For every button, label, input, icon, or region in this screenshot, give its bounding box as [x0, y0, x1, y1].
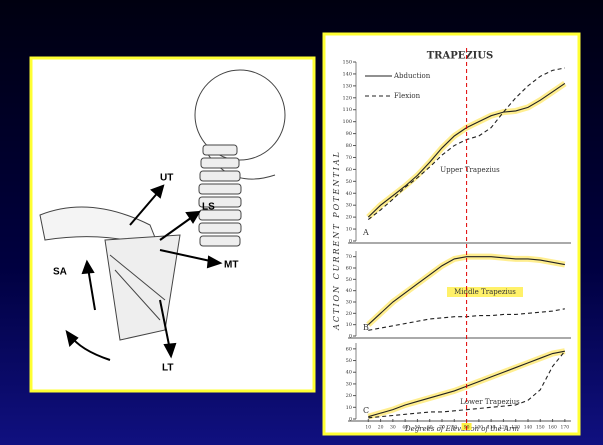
- legend-label: Abduction: [393, 72, 431, 80]
- y-tick-label: 30: [346, 203, 352, 209]
- y-tick-label: 40: [346, 191, 352, 197]
- x-tick-label: 60: [427, 425, 433, 431]
- y-tick-label: 50: [346, 358, 352, 364]
- x-tick-label: 80: [451, 425, 457, 431]
- x-tick-label: 160: [548, 425, 557, 431]
- x-tick-label: 110: [487, 425, 496, 431]
- y-tick-label: 60: [346, 346, 352, 352]
- y-tick-label: 30: [346, 300, 352, 306]
- y-tick-label: 0: [349, 417, 352, 423]
- y-tick-label: 70: [346, 155, 352, 161]
- x-tick-label: 140: [524, 425, 533, 431]
- muscle-label: LT: [162, 363, 173, 374]
- muscle-label: SA: [53, 267, 67, 278]
- x-tick-label: 10: [365, 425, 371, 431]
- y-tick-label: 70: [346, 254, 352, 260]
- x-tick-label: 20: [378, 425, 384, 431]
- legend-label: Flexion: [394, 92, 421, 100]
- muscle-label: UT: [160, 173, 173, 184]
- x-tick-label: 150: [536, 425, 545, 431]
- x-tick-label: 100: [475, 425, 484, 431]
- panel-annotation: Middle Trapezius: [454, 288, 516, 296]
- muscle-label: LS: [202, 202, 215, 213]
- panel-annotation: Lower Trapezius: [460, 398, 520, 406]
- y-tick-label: 20: [346, 311, 352, 317]
- y-tick-label: 20: [346, 215, 352, 221]
- x-tick-label: 30: [390, 425, 396, 431]
- x-tick-label: 70: [439, 425, 445, 431]
- y-axis-label: ACTION CURRENT POTENTIAL: [332, 150, 341, 331]
- y-tick-label: 130: [342, 83, 352, 89]
- y-tick-label: 50: [346, 277, 352, 283]
- x-tick-label: 120: [499, 425, 508, 431]
- panel-label: A: [362, 228, 369, 237]
- y-tick-label: 10: [346, 227, 352, 233]
- panel-annotation: Upper Trapezius: [440, 166, 500, 174]
- x-tick-label: 130: [511, 425, 520, 431]
- y-tick-label: 140: [342, 71, 352, 77]
- y-tick-label: 10: [346, 322, 352, 328]
- y-tick-label: 40: [346, 370, 352, 376]
- y-tick-label: 50: [346, 179, 352, 185]
- x-tick-label: 50: [415, 425, 421, 431]
- y-tick-label: 150: [342, 60, 352, 66]
- x-tick-label: 170: [561, 425, 570, 431]
- y-tick-label: 110: [342, 107, 352, 113]
- y-tick-label: 0: [349, 239, 352, 245]
- x-tick-label: 40: [402, 425, 408, 431]
- y-tick-label: 90: [346, 131, 352, 137]
- y-tick-label: 80: [346, 143, 352, 149]
- chart-title: TRAPEZIUS: [427, 51, 494, 62]
- y-tick-label: 60: [346, 167, 352, 173]
- slide: UT LS MT SA LT 0102030405060708090100110…: [0, 0, 603, 445]
- y-tick-label: 20: [346, 393, 352, 399]
- y-tick-label: 30: [346, 381, 352, 387]
- slide-canvas: UT LS MT SA LT 0102030405060708090100110…: [0, 0, 603, 445]
- y-tick-label: 40: [346, 288, 352, 294]
- y-tick-label: 60: [346, 266, 352, 272]
- y-tick-label: 120: [342, 95, 352, 101]
- y-tick-label: 100: [342, 119, 352, 125]
- muscle-label: MT: [224, 260, 238, 271]
- y-tick-label: 10: [346, 405, 352, 411]
- y-tick-label: 0: [349, 334, 352, 340]
